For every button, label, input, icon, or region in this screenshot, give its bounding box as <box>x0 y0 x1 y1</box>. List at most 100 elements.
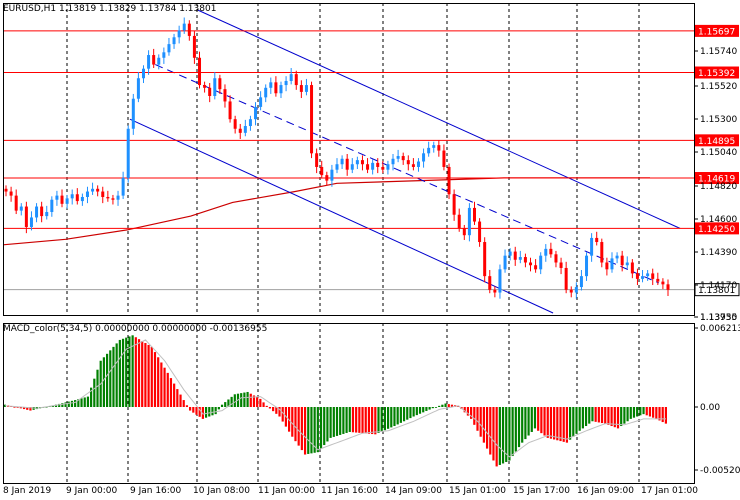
macd-bar <box>313 407 316 453</box>
macd-bar <box>562 407 565 442</box>
macd-bar <box>527 407 530 436</box>
candle-body <box>162 52 166 58</box>
macd-bar <box>19 407 22 409</box>
macd-bar <box>249 393 252 407</box>
candle-body <box>55 195 59 200</box>
y-tick-label: 1.13735 <box>700 313 737 323</box>
candle-body <box>325 175 329 181</box>
macd-bar <box>355 407 358 433</box>
macd-bar <box>361 407 364 434</box>
candle-body <box>243 126 247 133</box>
candle-body <box>595 237 599 243</box>
price-label-box <box>695 172 739 185</box>
macd-bar <box>543 407 546 436</box>
candle-body <box>254 106 258 120</box>
macd-bar <box>521 407 524 443</box>
candle-body <box>213 78 217 96</box>
candle-body <box>610 258 614 270</box>
macd-bar <box>610 407 613 427</box>
candle-body <box>472 207 476 222</box>
price-label: 1.14619 <box>698 175 735 185</box>
macd-bar <box>652 407 655 418</box>
x-tick-label: 15 Jan 01:00 <box>449 486 506 496</box>
macd-bar <box>533 407 537 429</box>
macd-bar <box>224 402 227 407</box>
macd-bar <box>307 407 310 454</box>
macd-bar <box>163 367 166 407</box>
macd-bar <box>335 407 339 436</box>
candle-body <box>80 196 84 202</box>
moving-average <box>2 177 650 246</box>
candle-body <box>29 217 33 228</box>
macd-bar <box>268 407 272 409</box>
candle-body <box>192 35 196 58</box>
macd-bar <box>227 399 230 407</box>
macd-bar <box>402 407 406 422</box>
candle-body <box>350 164 354 170</box>
macd-bar <box>569 407 572 440</box>
macd-bar <box>64 402 67 407</box>
macd-bar <box>121 338 125 407</box>
candle-body <box>488 276 492 290</box>
macd-bar <box>457 405 460 407</box>
main-frame <box>3 3 695 316</box>
macd-bar <box>377 407 380 433</box>
candle-body <box>75 194 79 202</box>
macd-bar <box>473 407 476 425</box>
macd-bar <box>77 399 80 407</box>
candle-body <box>381 166 385 170</box>
candle-body <box>70 194 74 199</box>
x-tick-label: 9 Jan 00:00 <box>66 486 118 496</box>
macd-bar <box>96 369 99 407</box>
candle-body <box>279 85 283 94</box>
macd-bar <box>434 407 438 408</box>
macd-bar <box>374 407 377 435</box>
candle-body <box>539 255 543 270</box>
macd-bar <box>189 407 192 411</box>
macd-bar <box>463 407 466 413</box>
macd-bar <box>575 407 578 434</box>
macd-bar <box>591 407 594 422</box>
macd-bar <box>80 398 83 407</box>
macd-bar <box>565 407 569 443</box>
horizontal-lines[interactable]: 1.15697 1.15392 1.14895 1.14619 1.14250 1.138… <box>3 24 740 297</box>
macd-bar <box>220 404 224 407</box>
candle-body <box>126 128 130 178</box>
macd-bar <box>275 407 278 414</box>
y-tick-label: 1.13950 <box>700 313 737 323</box>
moving-average-line <box>2 177 650 246</box>
candle-body <box>483 242 487 277</box>
y-tick-label: 1.15740 <box>700 47 737 57</box>
macd-bar <box>524 407 527 440</box>
candle-body <box>437 145 441 151</box>
macd-bar <box>93 378 96 407</box>
candle-body <box>432 145 436 148</box>
candle-body <box>131 98 135 129</box>
candle-body <box>19 206 23 211</box>
candle-body <box>264 87 268 98</box>
macd-bar <box>125 337 128 407</box>
candle-body <box>147 55 151 69</box>
macd-bar <box>447 404 450 407</box>
candle-body <box>508 251 512 256</box>
macd-bar <box>358 407 361 433</box>
macd-bar <box>16 407 19 408</box>
macd-bar <box>182 400 185 407</box>
candle-body <box>360 160 364 165</box>
candle-body <box>661 281 665 285</box>
macd-bar <box>431 407 434 409</box>
macd-bar <box>147 344 150 407</box>
macd-bar <box>3 404 6 407</box>
candle-body <box>386 164 390 170</box>
macd-bar <box>198 407 201 417</box>
macd-bar <box>386 407 390 429</box>
candle-body <box>274 82 278 94</box>
macd-bar <box>492 407 495 461</box>
candle-body <box>401 156 405 161</box>
macd-bar <box>485 407 489 449</box>
candle-body <box>376 162 380 167</box>
macd-bar <box>169 378 173 407</box>
candle-body <box>167 44 171 53</box>
macd-bar <box>329 407 332 438</box>
